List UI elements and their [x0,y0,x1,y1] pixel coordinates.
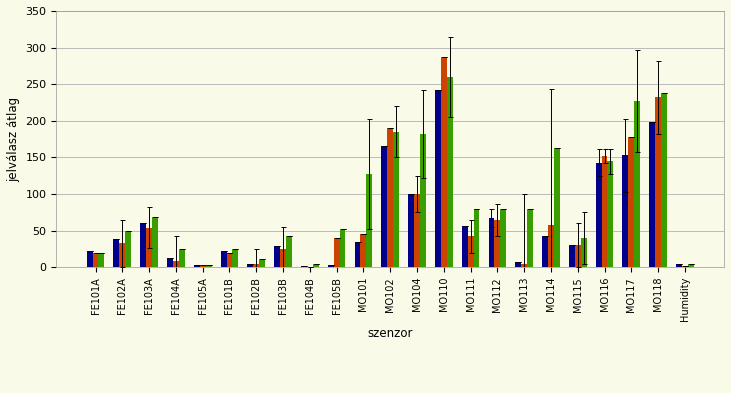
Bar [387,128,393,267]
Bar [247,264,254,267]
Bar [542,236,548,267]
Bar [254,264,260,267]
Bar [113,239,119,267]
Bar [152,217,158,267]
Bar [274,246,280,267]
Bar [554,148,560,267]
Bar [635,101,640,267]
Bar [688,264,694,267]
Bar [140,223,146,267]
Bar [260,259,265,267]
Bar [200,265,205,267]
Bar [447,77,452,267]
Bar [527,209,533,267]
Bar [602,156,607,267]
Bar [307,266,313,267]
Bar [221,251,227,267]
Bar [340,229,346,267]
Bar [569,245,575,267]
Bar [227,253,232,267]
Bar [93,253,99,267]
Bar [676,264,682,267]
Bar [474,209,480,267]
Bar [682,266,688,267]
Bar [441,57,447,267]
Bar [661,93,667,267]
Bar [420,134,426,267]
Bar [488,218,494,267]
Bar [167,259,173,267]
Bar [515,262,521,267]
Bar [125,231,131,267]
Bar [355,242,360,267]
Bar [146,228,152,267]
Bar [327,265,333,267]
Bar [435,90,441,267]
Bar [468,237,474,267]
Bar [366,174,372,267]
Bar [521,264,527,267]
Bar [205,265,211,267]
Bar [286,236,292,267]
Bar [179,249,185,267]
Bar [655,97,661,267]
Bar [548,225,554,267]
Bar [649,122,655,267]
Bar [462,226,468,267]
Bar [313,264,319,267]
Bar [382,147,387,267]
Bar [360,234,366,267]
Bar [99,253,105,267]
Bar [414,194,420,267]
Bar [494,220,500,267]
Y-axis label: jelválasz átlag: jelválasz átlag [7,97,20,182]
Bar [408,194,414,267]
Bar [607,161,613,267]
Bar [87,251,93,267]
Bar [333,238,340,267]
Bar [119,243,125,267]
Bar [280,249,286,267]
Bar [596,163,602,267]
Bar [194,265,200,267]
Bar [301,266,307,267]
Bar [580,238,586,267]
X-axis label: szenzor: szenzor [368,327,413,340]
Bar [232,249,238,267]
Bar [623,155,629,267]
Bar [393,132,399,267]
Bar [500,209,506,267]
Bar [173,261,179,267]
Bar [629,137,635,267]
Bar [575,245,580,267]
